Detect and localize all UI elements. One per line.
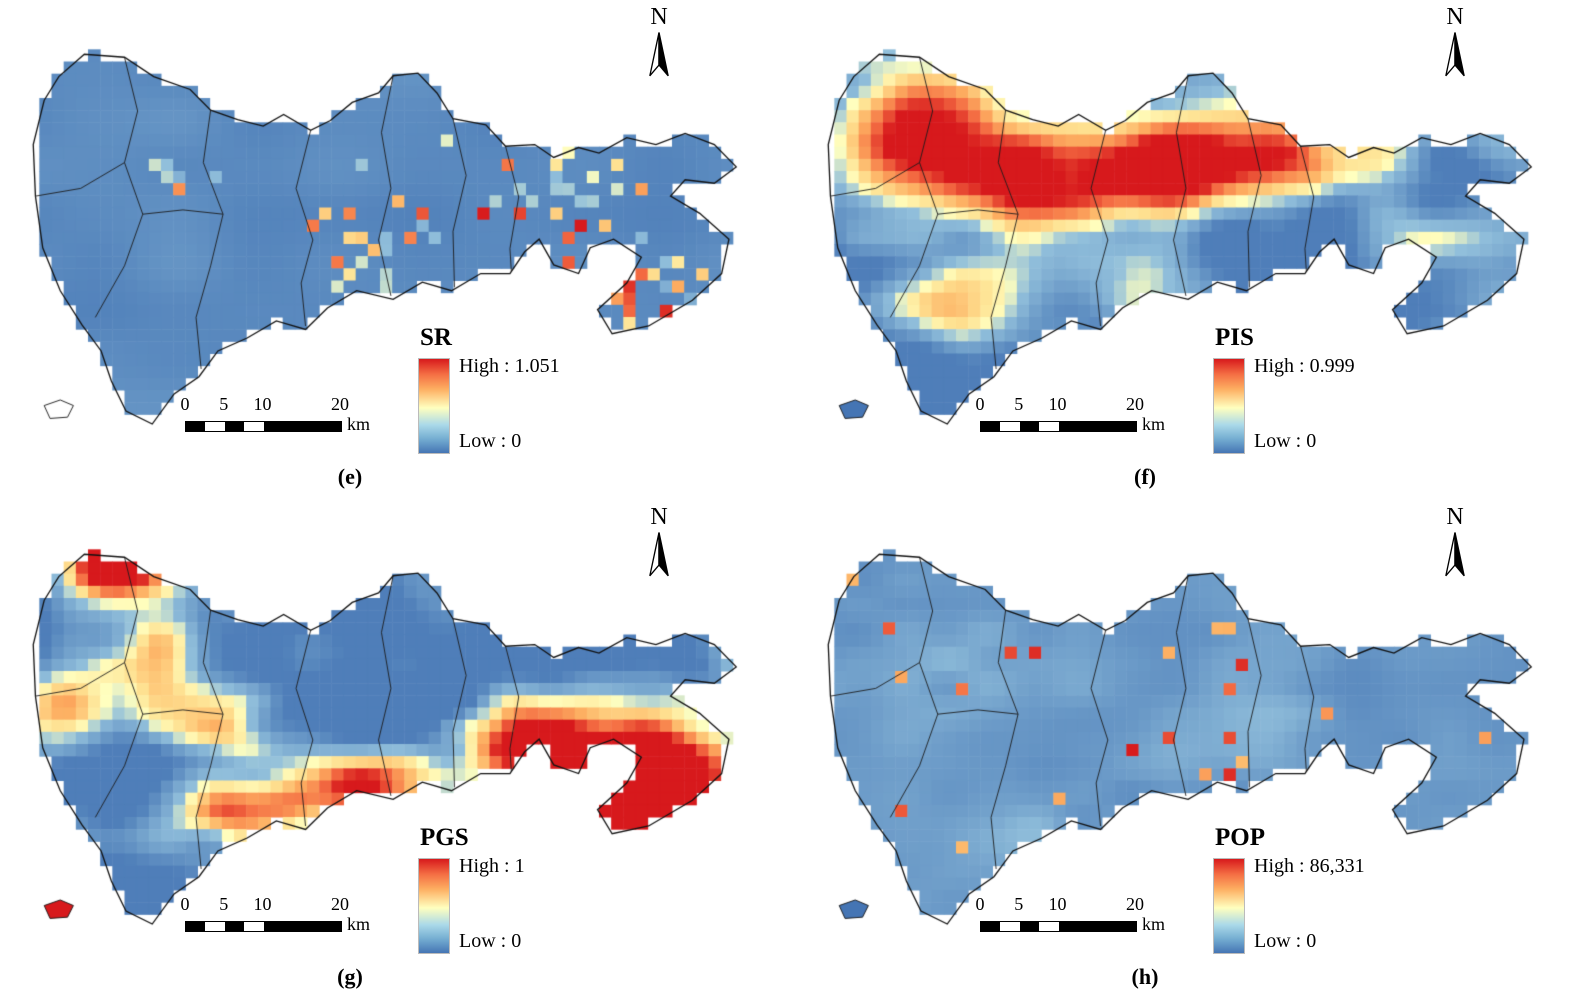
scale-tick: 0 (975, 894, 985, 914)
legend-color-ramp (1213, 858, 1245, 954)
legend: PIS High : 0.999 Low : 0 (1213, 324, 1355, 454)
legend-body: High : 1.051 Low : 0 (418, 355, 560, 454)
scale-tick: 5 (1014, 894, 1024, 914)
north-label: N (650, 4, 668, 30)
panel-caption: (h) (1131, 964, 1159, 989)
north-arrow-icon (1445, 532, 1465, 577)
scale-tick: 20 (1126, 394, 1144, 414)
scale-bar-row: km (185, 914, 395, 934)
scale-bar: 0 5 10 20 km (181, 894, 395, 934)
legend-title: POP (1215, 824, 1265, 851)
raster-map-g (0, 500, 795, 1000)
scale-tick: 20 (1126, 894, 1144, 914)
scale-tick: 5 (219, 894, 229, 914)
scale-tick: 10 (253, 894, 272, 914)
panel-caption: (f) (1134, 464, 1156, 489)
scale-bar-ticks: 0 5 10 20 (976, 894, 1145, 917)
panel-caption: (g) (337, 964, 363, 989)
scale-bar-ticks: 0 5 10 20 (181, 394, 350, 417)
north-arrow: N (641, 4, 677, 80)
legend-body: High : 86,331 Low : 0 (1213, 855, 1365, 954)
scale-bar-row: km (980, 914, 1190, 934)
scale-tick: 0 (180, 894, 190, 914)
legend-high: High : 1 (459, 855, 525, 877)
legend-color-ramp (418, 858, 450, 954)
panel-caption: (e) (337, 464, 363, 489)
scale-unit: km (347, 914, 371, 934)
scale-tick: 20 (331, 894, 349, 914)
north-arrow-icon (649, 32, 669, 77)
legend-high: High : 86,331 (1254, 855, 1365, 877)
legend-labels: High : 1 Low : 0 (459, 855, 525, 953)
north-label: N (1446, 504, 1464, 530)
scale-tick: 20 (331, 394, 349, 414)
map-panel-e: N 0 5 10 20 km SR High : 1.051 (0, 0, 795, 500)
scale-bar-ticks: 0 5 10 20 (181, 894, 350, 917)
scale-tick: 0 (180, 394, 190, 414)
scale-unit: km (1142, 914, 1166, 934)
legend-labels: High : 86,331 Low : 0 (1254, 855, 1365, 953)
north-arrow-icon (649, 532, 669, 577)
scale-bar-segments (980, 421, 1137, 432)
north-label: N (650, 504, 668, 530)
legend: PGS High : 1 Low : 0 (418, 824, 525, 954)
legend-high: High : 1.051 (459, 355, 560, 377)
scale-bar-row: km (980, 414, 1190, 434)
north-arrow: N (641, 504, 677, 580)
raster-map-h (795, 500, 1590, 1000)
scale-bar-ticks: 0 5 10 20 (976, 394, 1145, 417)
north-label: N (1446, 4, 1464, 30)
raster-map-e (0, 0, 795, 500)
scale-unit: km (1142, 414, 1166, 434)
raster-map-f (795, 0, 1590, 500)
north-arrow: N (1437, 504, 1473, 580)
scale-tick: 0 (975, 394, 985, 414)
scale-bar: 0 5 10 20 km (181, 394, 395, 434)
map-panel-f: N 0 5 10 20 km PIS High : 0.99 (795, 0, 1591, 500)
legend-color-ramp (1213, 358, 1245, 454)
legend: SR High : 1.051 Low : 0 (418, 324, 560, 454)
legend-title: PGS (420, 824, 469, 851)
map-panel-g: N 0 5 10 20 km PGS High : 1 (0, 500, 795, 1000)
scale-bar: 0 5 10 20 km (976, 894, 1190, 934)
legend-color-ramp (418, 358, 450, 454)
scale-bar-segments (185, 921, 342, 932)
scale-tick: 5 (219, 394, 229, 414)
legend-body: High : 0.999 Low : 0 (1213, 355, 1355, 454)
scale-bar: 0 5 10 20 km (976, 394, 1190, 434)
legend: POP High : 86,331 Low : 0 (1213, 824, 1365, 954)
scale-tick: 10 (253, 394, 272, 414)
legend-low: Low : 0 (459, 930, 522, 952)
legend-title: PIS (1215, 324, 1254, 351)
scale-tick: 10 (1048, 394, 1067, 414)
scale-tick: 10 (1048, 894, 1067, 914)
legend-labels: High : 0.999 Low : 0 (1254, 355, 1355, 453)
legend-title: SR (420, 324, 452, 351)
scale-bar-row: km (185, 414, 395, 434)
legend-low: Low : 0 (459, 430, 522, 452)
legend-high: High : 0.999 (1254, 355, 1355, 377)
map-panel-h: N 0 5 10 20 km POP High : 86,3 (795, 500, 1591, 1000)
legend-body: High : 1 Low : 0 (418, 855, 525, 954)
scale-bar-segments (980, 921, 1137, 932)
legend-labels: High : 1.051 Low : 0 (459, 355, 560, 453)
legend-low: Low : 0 (1254, 930, 1317, 952)
north-arrow: N (1437, 4, 1473, 80)
legend-low: Low : 0 (1254, 430, 1317, 452)
north-arrow-icon (1445, 32, 1465, 77)
scale-tick: 5 (1014, 394, 1024, 414)
scale-unit: km (347, 414, 371, 434)
scale-bar-segments (185, 421, 342, 432)
